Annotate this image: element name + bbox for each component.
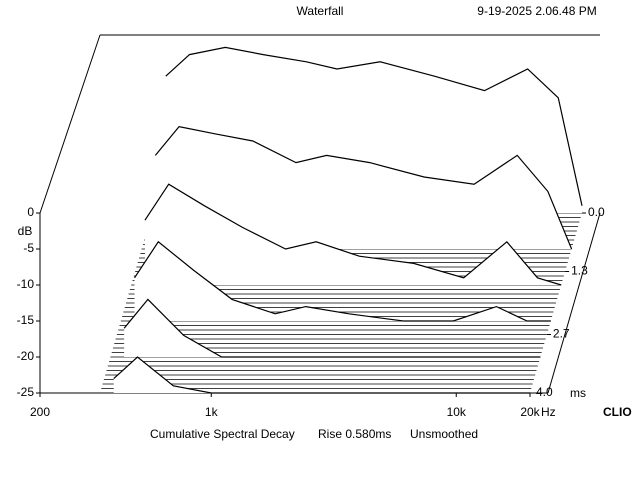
y-tick-label: -5 <box>23 241 34 255</box>
slice-fill <box>124 299 541 357</box>
slice-fill <box>155 126 572 249</box>
slice-line <box>154 125 573 250</box>
slice-fill <box>113 357 530 393</box>
time-unit-label: ms <box>570 386 586 400</box>
slice-line <box>144 183 562 286</box>
subtitle: Cumulative Spectral Decay <box>150 427 295 441</box>
slice-fill <box>144 184 562 285</box>
y-tick-label: -20 <box>17 349 35 363</box>
y-tick-label: -25 <box>17 385 35 399</box>
brand: CLIO <box>603 405 632 419</box>
y-tick-label: -15 <box>17 313 35 327</box>
slice-line <box>134 240 551 322</box>
t-tick-label: 4.0 <box>536 385 553 399</box>
t-tick-label: 1.3 <box>571 264 588 278</box>
t-tick-label: 0.0 <box>588 205 605 219</box>
x-tick-label: 1k <box>205 405 219 419</box>
subtitle: Rise 0.580ms <box>318 427 391 441</box>
t-tick-label: 2.7 <box>553 327 570 341</box>
slice-line <box>113 356 530 394</box>
x-unit-label: Hz <box>541 405 556 419</box>
x-tick-label: 20k <box>520 405 540 419</box>
chart-title: Waterfall <box>297 4 344 18</box>
y-axis-label: dB <box>18 224 33 238</box>
y-tick-label: -10 <box>17 277 35 291</box>
slice-line <box>123 298 541 358</box>
x-tick-label: 10k <box>447 405 467 419</box>
y-tick-label: 0 <box>27 205 34 219</box>
x-tick-label: 200 <box>30 405 50 419</box>
subtitle: Unsmoothed <box>410 427 478 441</box>
slice-line <box>165 46 583 206</box>
timestamp: 9-19-2025 2.06.48 PM <box>477 4 596 18</box>
